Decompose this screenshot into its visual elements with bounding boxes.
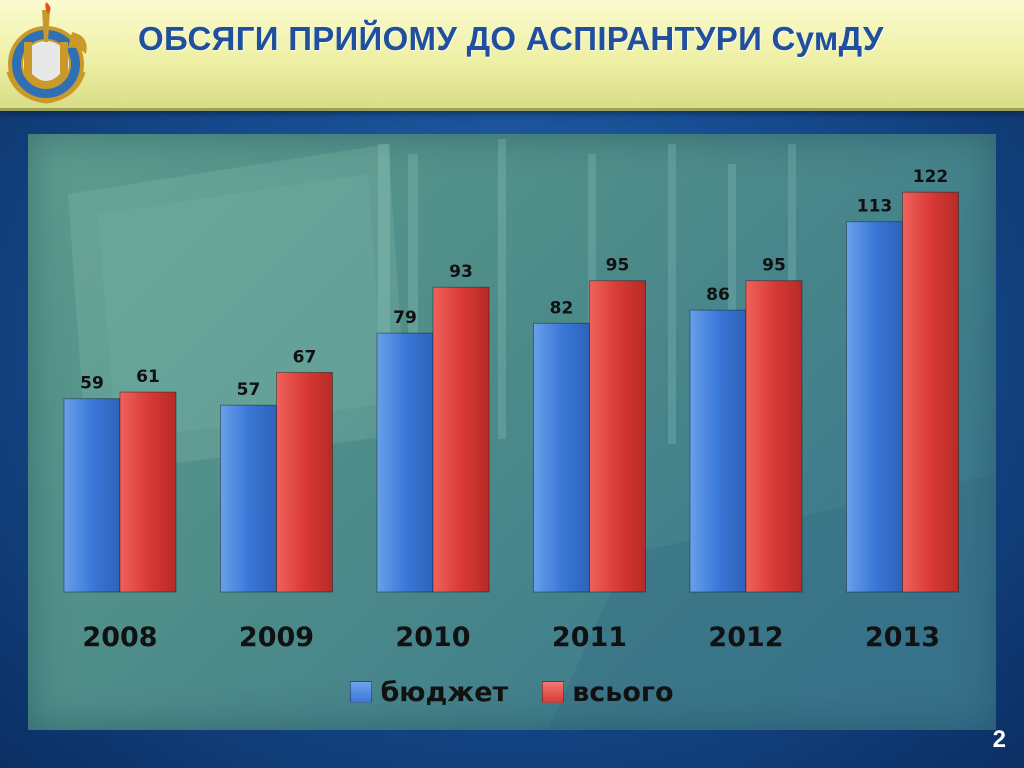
data-label-budget-2010: 79 [393,308,417,328]
legend-swatch-budget [350,681,373,703]
data-label-budget-2013: 113 [857,197,893,217]
legend-item-total: всього [542,676,674,708]
slide-header: ОБСЯГИ ПРИЙОМУ ДО АСПІРАНТУРИ СумДУ [0,0,1024,111]
data-label-total-2012: 95 [762,256,786,276]
bar-total-2010 [432,286,490,593]
bar-total-2009 [276,371,333,593]
data-label-budget-2009: 57 [237,380,261,400]
x-tick-label-2010: 2010 [395,622,470,653]
data-label-total-2010: 93 [449,262,473,282]
bar-budget-2010 [376,332,434,593]
x-tick-label-2011: 2011 [552,622,627,653]
bar-total-2008 [119,391,177,593]
bar-total-2012 [745,280,803,593]
x-tick-label-2009: 2009 [239,622,314,653]
bar-budget-2011 [533,322,590,593]
bar-budget-2013 [846,221,903,593]
data-label-total-2009: 67 [293,347,317,367]
page-number: 2 [992,726,1006,753]
chart-panel: 59 61 2008 57 67 2009 79 93 2010 82 95 2011 86 95 2012… [28,134,996,730]
data-label-budget-2008: 59 [80,374,104,394]
bar-total-2013 [902,191,959,593]
x-tick-label-2012: 2012 [708,622,783,653]
grouped-bar-chart: 59 61 2008 57 67 2009 79 93 2010 82 95 2011 86 95 2012… [63,167,959,653]
chart-legend: бюджет всього [28,672,996,712]
bar-budget-2008 [63,398,121,593]
bar-budget-2009 [220,404,277,593]
slide-title: ОБСЯГИ ПРИЙОМУ ДО АСПІРАНТУРИ СумДУ [138,20,884,57]
university-emblem-icon [6,2,87,104]
legend-label-total: всього [572,676,674,708]
legend-swatch-total [542,681,565,703]
data-label-total-2008: 61 [136,367,160,387]
x-tick-label-2013: 2013 [865,622,940,653]
data-label-budget-2012: 86 [706,285,730,305]
data-label-total-2013: 122 [913,167,949,187]
data-label-budget-2011: 82 [550,298,574,318]
bar-budget-2012 [689,309,747,593]
bar-total-2011 [589,280,646,593]
legend-item-budget: бюджет [350,677,508,708]
data-label-total-2011: 95 [606,256,630,276]
x-tick-label-2008: 2008 [82,622,157,653]
legend-label-budget: бюджет [380,676,509,708]
